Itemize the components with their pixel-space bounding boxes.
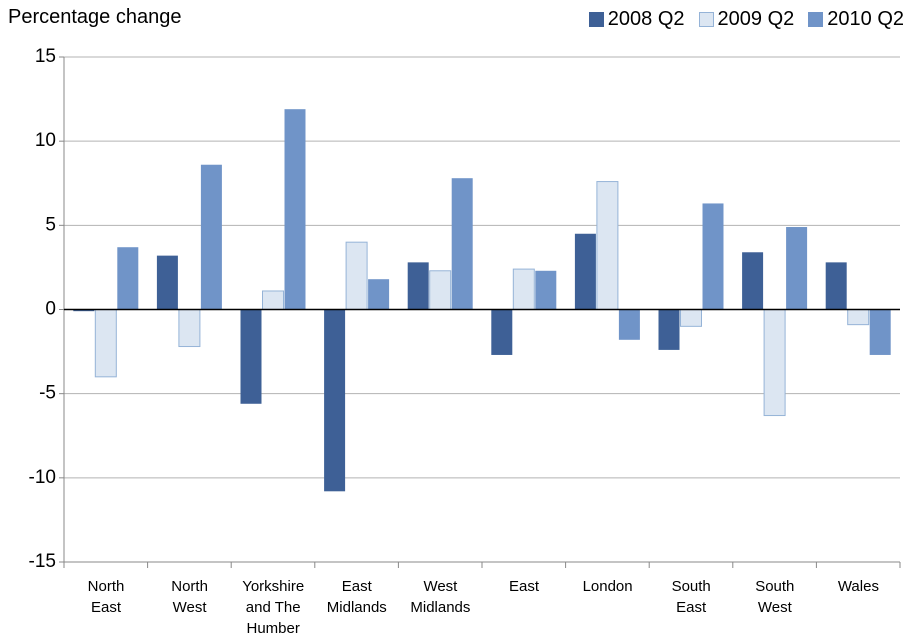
x-tick-label: West Midlands (410, 578, 471, 616)
bar (658, 309, 680, 350)
legend-item: 2008 Q2 (588, 8, 685, 31)
legend-swatch (588, 12, 604, 27)
bar (825, 262, 847, 310)
x-tick-label: Wales (837, 578, 879, 595)
bar (574, 233, 596, 310)
legend-label: 2010 Q2 (827, 8, 904, 30)
y-tick-label: -5 (39, 383, 56, 404)
y-tick-label: -15 (29, 551, 56, 572)
x-tick-label: East (508, 578, 539, 595)
bar (763, 309, 786, 417)
x-tick-label: London (582, 578, 633, 595)
x-tick-label: North West (171, 578, 208, 616)
bar (94, 309, 117, 378)
y-tick-label: 0 (45, 299, 56, 320)
y-tick-label: 5 (45, 214, 56, 235)
bar (284, 109, 306, 310)
bar (512, 268, 535, 311)
y-axis-title: Percentage change (8, 6, 182, 28)
bar (200, 164, 222, 310)
bar (596, 181, 619, 310)
x-tick-label: South East (671, 578, 711, 616)
bar (742, 252, 764, 310)
bar (702, 203, 724, 310)
bar (491, 309, 513, 355)
bar (535, 270, 557, 310)
x-tick-label: North East (87, 578, 125, 616)
bar (847, 309, 870, 326)
legend-item: 2009 Q2 (698, 8, 795, 31)
bar (429, 270, 452, 310)
bar (178, 309, 201, 348)
y-tick-label: -10 (29, 467, 56, 488)
legend: 2008 Q2 2009 Q2 2010 Q2 (575, 8, 904, 31)
x-tick-label: South West (755, 578, 795, 616)
legend-swatch (698, 12, 714, 27)
legend-label: 2008 Q2 (607, 8, 685, 30)
x-tick-label: Yorkshire and The Humber (242, 578, 305, 637)
legend-item: 2010 Q2 (808, 8, 904, 31)
bar (786, 227, 808, 310)
bar (73, 309, 95, 312)
bar (324, 309, 346, 492)
bar (262, 290, 284, 311)
y-tick-label: 10 (35, 130, 56, 151)
legend-label: 2009 Q2 (717, 8, 795, 30)
bar (618, 309, 640, 340)
x-tick-label: East Midlands (326, 578, 387, 616)
legend-swatch (808, 12, 824, 27)
bar (345, 241, 368, 311)
bar (240, 309, 262, 404)
bar (451, 178, 473, 310)
bar (117, 247, 139, 310)
bar (368, 279, 390, 310)
y-tick-label: 15 (35, 46, 56, 67)
bar (680, 309, 702, 327)
bar (869, 309, 891, 355)
bar (407, 262, 429, 310)
bar (156, 255, 178, 310)
